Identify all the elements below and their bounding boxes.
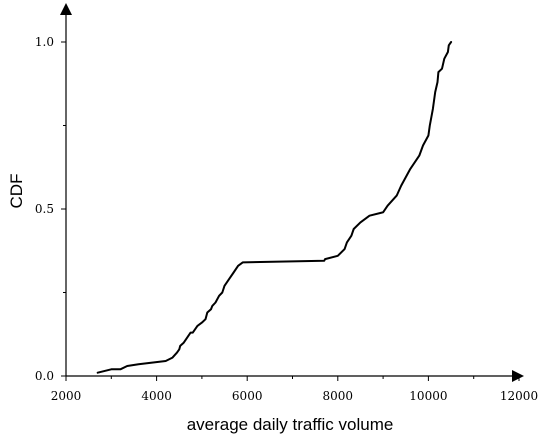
x-axis-arrow [512,370,524,382]
x-tick-label: 2000 [51,389,82,403]
y-axis-title: CDF [7,174,26,209]
x-tick-label: 8000 [323,389,354,403]
y-tick-label: 0.0 [35,369,54,383]
series-layer [96,41,453,374]
x-axis: 2000 4000 6000 8000 10000 12000 [51,370,538,403]
y-tick-label: 1.0 [35,35,54,49]
x-tick-label: 10000 [409,389,447,403]
x-tick-label: 12000 [500,389,538,403]
y-axis: 0.0 0.5 1.0 [35,3,72,383]
cdf-curve [96,41,453,374]
y-axis-arrow [60,3,72,15]
x-axis-title: average daily traffic volume [187,415,394,434]
x-tick-label: 6000 [232,389,263,403]
x-tick-label: 4000 [141,389,172,403]
y-tick-label: 0.5 [35,202,54,216]
